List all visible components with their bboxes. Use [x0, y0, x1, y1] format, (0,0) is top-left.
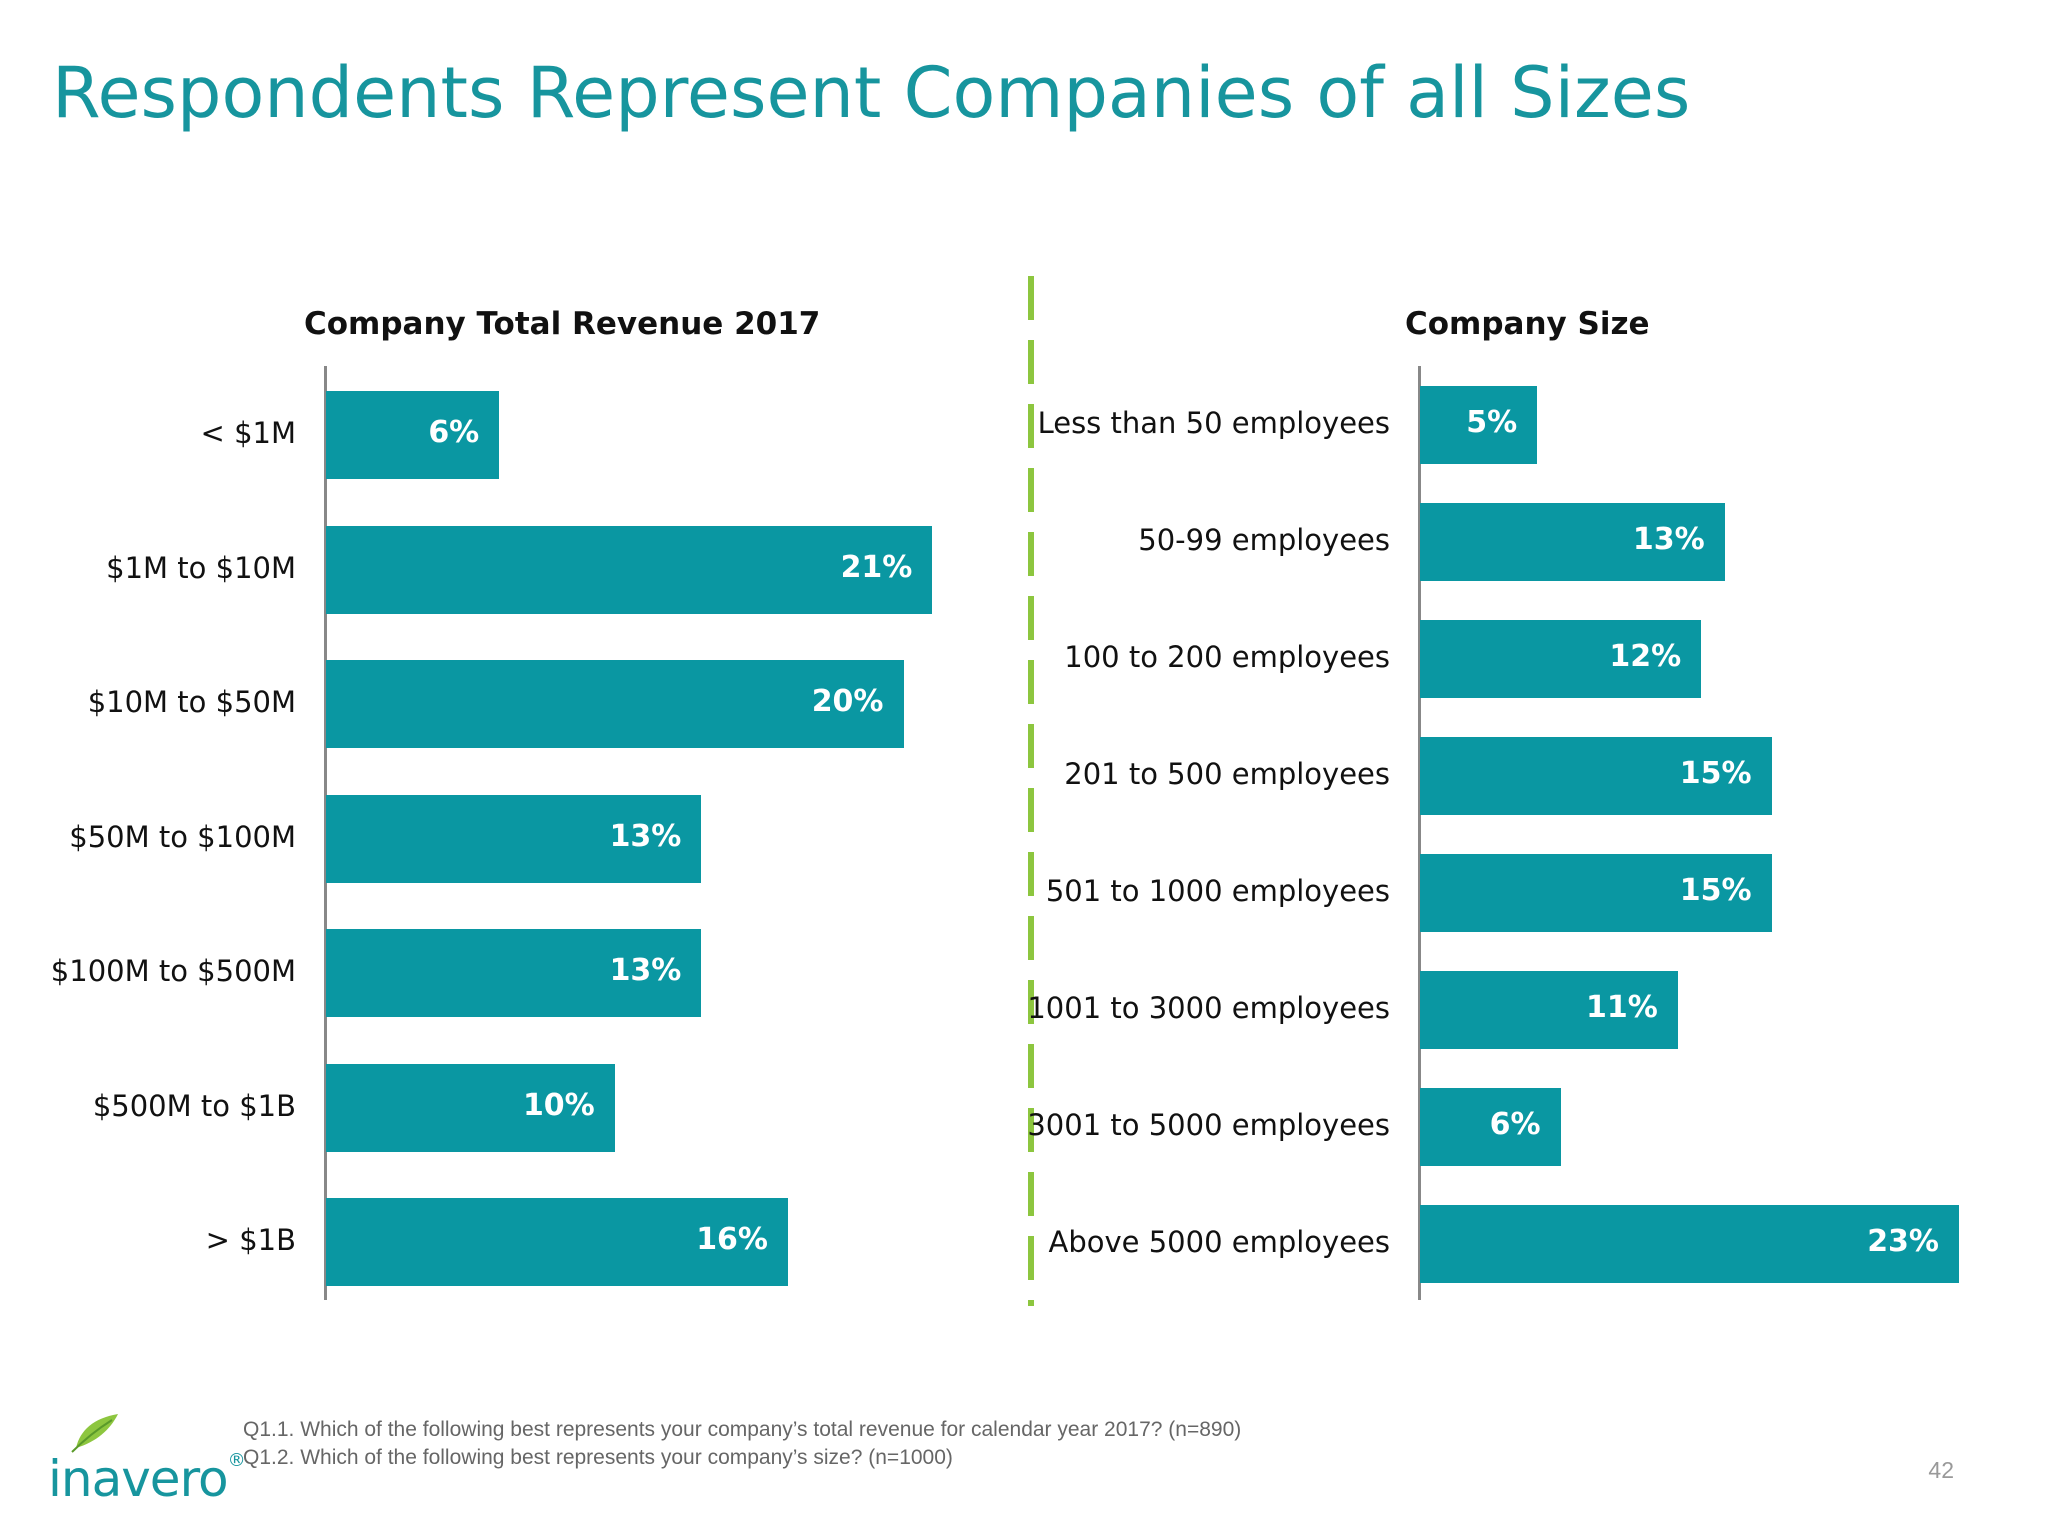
bar — [1420, 1088, 1561, 1166]
category-label: $10M to $50M — [87, 685, 296, 719]
leaf-icon — [71, 1414, 118, 1453]
bar-value-label: 21% — [840, 549, 913, 585]
category-label: 100 to 200 employees — [1064, 640, 1390, 674]
bar-value-label: 5% — [1466, 405, 1518, 440]
bar — [1420, 1205, 1959, 1283]
bar-value-label: 10% — [522, 1087, 595, 1123]
page-title: Respondents Represent Companies of all S… — [52, 52, 1691, 134]
page-number: 42 — [1928, 1457, 1954, 1483]
category-label: $50M to $100M — [69, 819, 296, 854]
bar — [326, 1063, 615, 1152]
bar — [1420, 386, 1538, 464]
category-label: 3001 to 5000 employees — [1027, 1108, 1390, 1142]
bar-value-label: 20% — [811, 684, 884, 719]
bar-value-label: 15% — [1679, 873, 1752, 908]
bar-value-label: 13% — [609, 818, 682, 854]
bar-value-label: 6% — [428, 415, 480, 450]
footnote-q1-1: Q1.1. Which of the following best repres… — [243, 1418, 1242, 1441]
category-label: Less than 50 employees — [1037, 406, 1390, 440]
bar — [326, 794, 702, 883]
footnote-q1-2: Q1.2. Which of the following best repres… — [243, 1446, 953, 1469]
size-chart-title: Company Size — [1405, 306, 1650, 342]
bar — [1420, 971, 1678, 1049]
registered-mark: ® — [227, 1450, 246, 1471]
revenue-chart-title: Company Total Revenue 2017 — [304, 306, 821, 342]
category-label: $1M to $10M — [106, 550, 296, 585]
chart-divider — [1028, 276, 1034, 1306]
bar — [326, 525, 933, 614]
bar — [326, 391, 500, 479]
category-label: > $1B — [205, 1223, 296, 1257]
category-label: Above 5000 employees — [1048, 1225, 1391, 1259]
bar-value-label: 13% — [609, 953, 682, 988]
bar-value-label: 6% — [1489, 1107, 1541, 1142]
category-label: $500M to $1B — [92, 1088, 296, 1123]
logo-wordmark: inavero — [48, 1450, 229, 1508]
bar — [1420, 620, 1702, 698]
bar-value-label: 13% — [1632, 522, 1705, 557]
category-label: 50-99 employees — [1138, 523, 1390, 557]
bar-value-label: 16% — [696, 1222, 768, 1257]
category-label: 501 to 1000 employees — [1045, 874, 1390, 908]
bar-value-label: 11% — [1585, 990, 1658, 1025]
bar-value-label: 23% — [1867, 1224, 1939, 1259]
bar — [326, 1198, 788, 1286]
bar — [1420, 854, 1772, 932]
category-label: $100M to $500M — [50, 954, 296, 988]
bar — [326, 929, 702, 1017]
y-axis-line — [324, 366, 327, 1300]
category-label: 1001 to 3000 employees — [1027, 991, 1390, 1025]
bar — [1420, 503, 1725, 581]
category-label: < $1M — [200, 416, 296, 450]
bar — [1420, 737, 1772, 815]
bar-value-label: 15% — [1679, 756, 1752, 791]
y-axis-line — [1418, 366, 1421, 1300]
bar — [326, 660, 904, 748]
category-label: 201 to 500 employees — [1064, 757, 1390, 791]
bar-value-label: 12% — [1609, 639, 1682, 674]
